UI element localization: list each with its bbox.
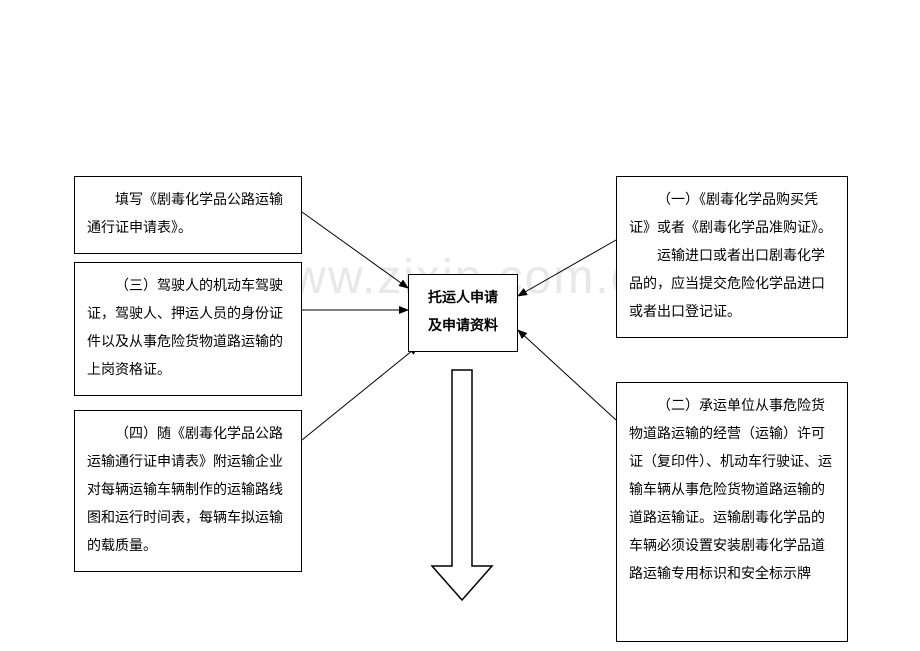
- box-top-left-text: 填写《剧毒化学品公路运输通行证申请表》。: [87, 187, 289, 243]
- center-line1: 托运人申请: [417, 285, 509, 313]
- box-bottom-left-text: （四）随《剧毒化学品公路运输通行证申请表》附运输企业对每辆运输车辆制作的运输路线…: [87, 421, 289, 561]
- box-bottom-right: （二）承运单位从事危险货物道路运输的经营（运输）许可证（复印件）、机动车行驶证、…: [616, 382, 848, 642]
- box-top-right: （一）《剧毒化学品购买凭证》或者《剧毒化学品准购证》。 运输进口或者出口剧毒化学…: [616, 176, 848, 338]
- down-arrow-icon: [432, 370, 492, 600]
- box-bottom-right-text: （二）承运单位从事危险货物道路运输的经营（运输）许可证（复印件）、机动车行驶证、…: [629, 393, 835, 589]
- line-tl-center: [302, 212, 408, 288]
- box-bottom-left: （四）随《剧毒化学品公路运输通行证申请表》附运输企业对每辆运输车辆制作的运输路线…: [74, 410, 302, 572]
- box-top-right-text1: （一）《剧毒化学品购买凭证》或者《剧毒化学品准购证》。: [629, 187, 835, 243]
- line-br-center: [518, 330, 616, 420]
- center-node: 托运人申请 及申请资料: [408, 274, 518, 352]
- line-tr-center: [518, 240, 616, 296]
- box-top-left: 填写《剧毒化学品公路运输通行证申请表》。: [74, 176, 302, 254]
- line-bl-center: [302, 346, 418, 440]
- box-top-right-text2: 运输进口或者出口剧毒化学品的，应当提交危险化学品进口或者出口登记证。: [629, 243, 835, 327]
- box-mid-left: （三）驾驶人的机动车驾驶证，驾驶人、押运人员的身份证件以及从事危险货物道路运输的…: [74, 262, 302, 396]
- box-mid-left-text: （三）驾驶人的机动车驾驶证，驾驶人、押运人员的身份证件以及从事危险货物道路运输的…: [87, 273, 289, 385]
- center-line2: 及申请资料: [417, 313, 509, 341]
